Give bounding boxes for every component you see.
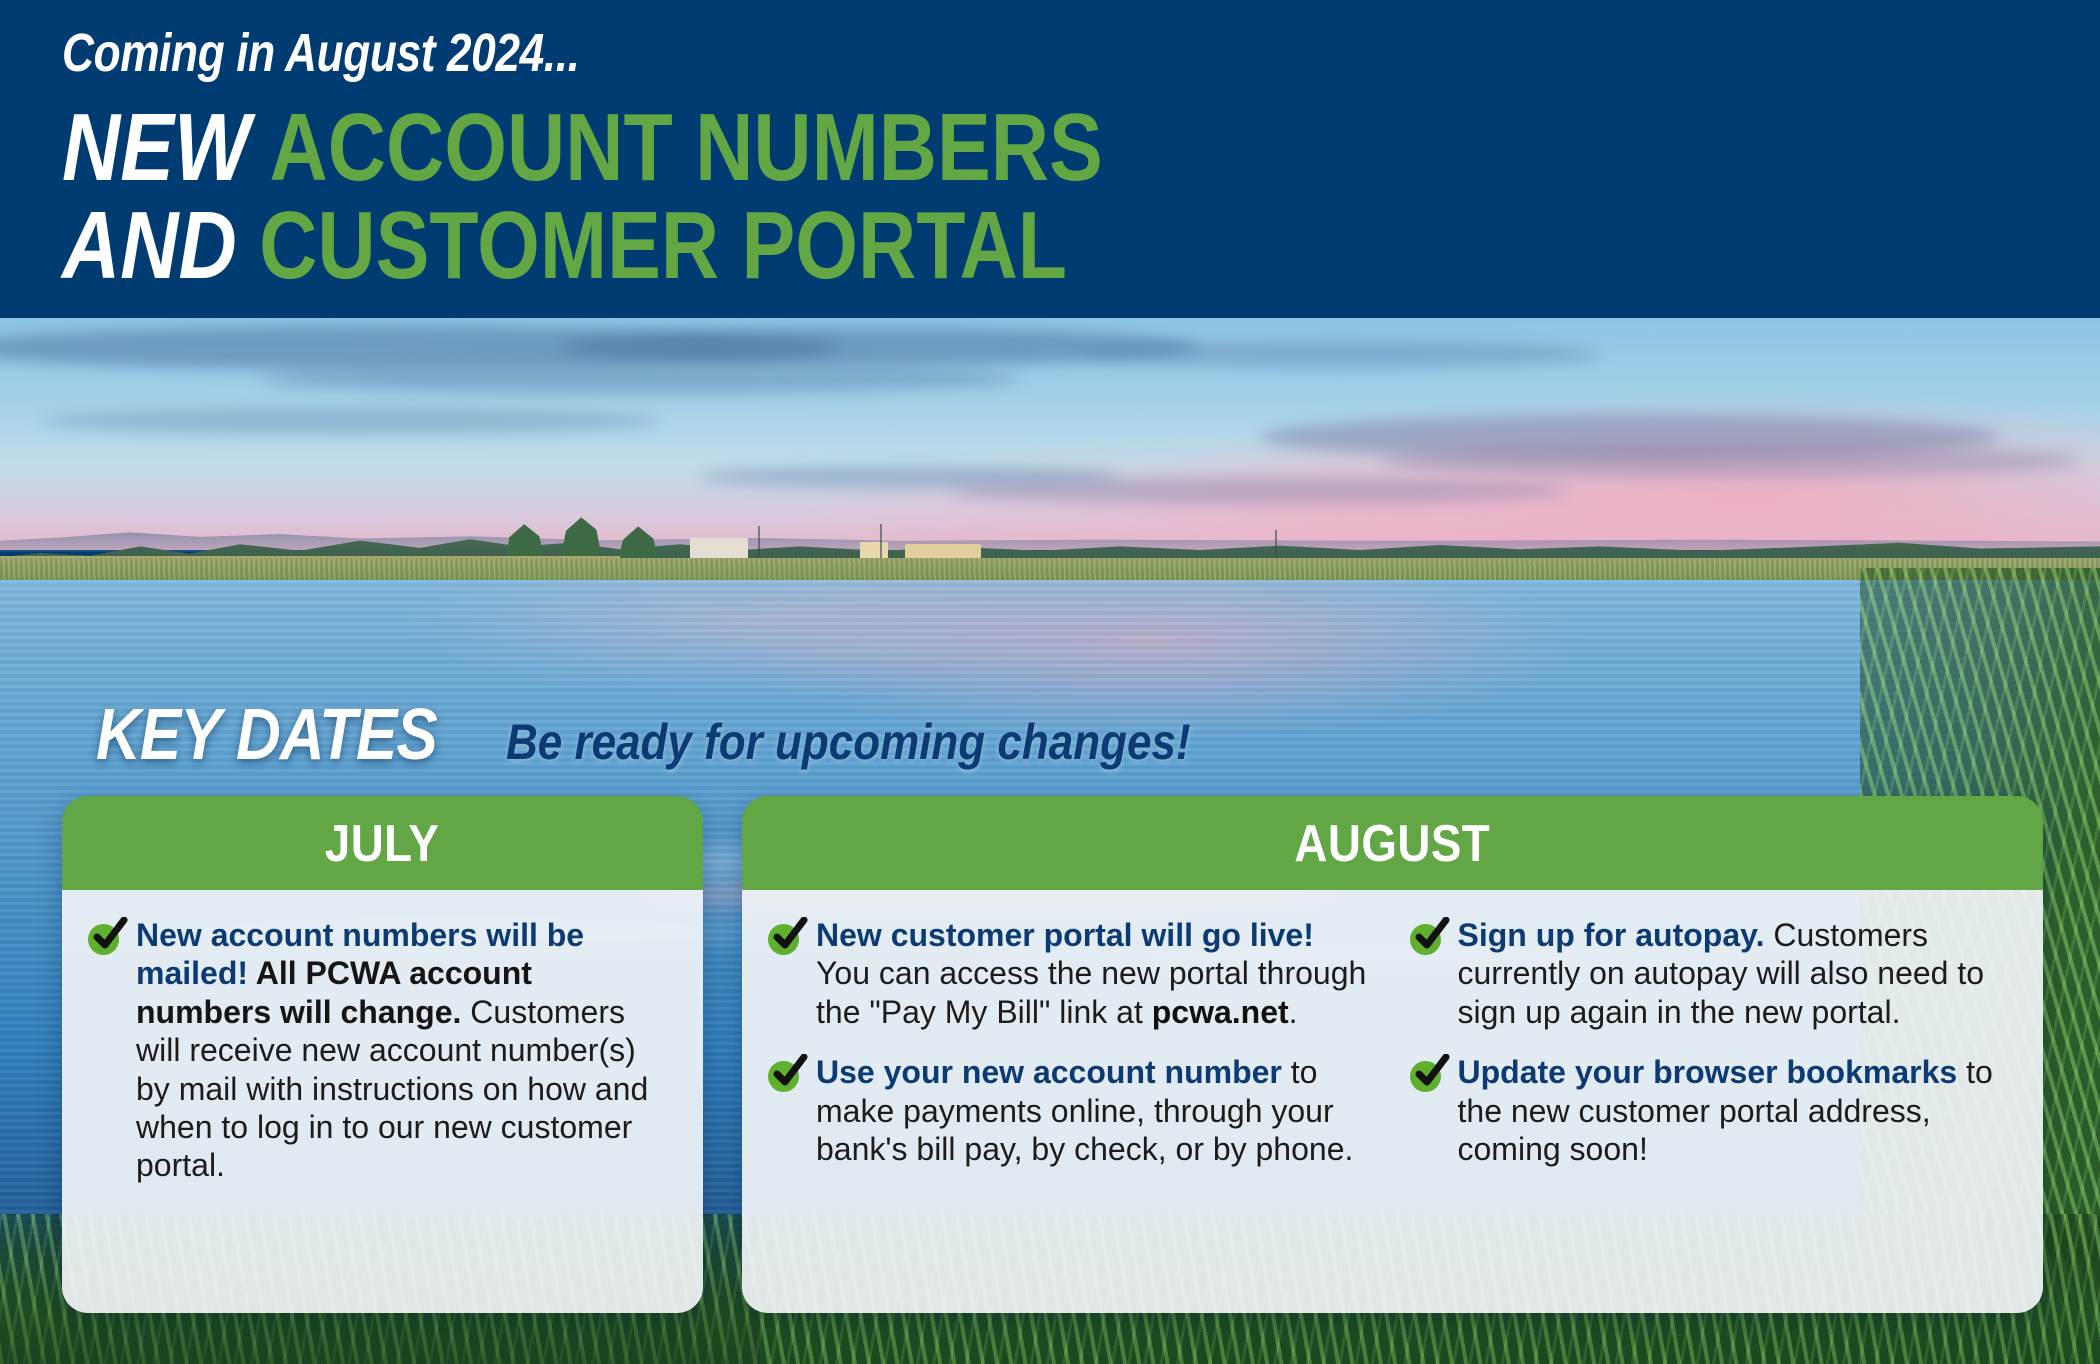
check-icon	[1409, 917, 1449, 958]
utility-pole	[880, 524, 882, 562]
august-column-1: New customer portal will go live! You ca…	[768, 916, 1372, 1168]
list-item: New customer portal will go live! You ca…	[768, 916, 1372, 1031]
headline-new: NEW	[62, 94, 251, 201]
utility-pole	[758, 526, 760, 562]
august-month-label: AUGUST	[1294, 815, 1491, 873]
bullet-text: Use your new account number to make paym…	[816, 1053, 1372, 1168]
bullet-rest: You can access the new portal through th…	[816, 955, 1367, 1030]
pcwa-net-text: pcwa.net	[1151, 993, 1289, 1030]
bullet-lead: Update your browser bookmarks	[1457, 1054, 1958, 1091]
check-icon	[1409, 1054, 1449, 1095]
bullet-text: Update your browser bookmarks to the new…	[1458, 1053, 2014, 1168]
key-dates-subtitle: Be ready for upcoming changes!	[506, 714, 1192, 770]
list-item: Use your new account number to make paym…	[768, 1053, 1372, 1168]
bullet-text: New account numbers will be mailed! All …	[136, 916, 673, 1185]
bullet-rest: Customers will receive new account numbe…	[136, 993, 649, 1184]
list-item: New account numbers will be mailed! All …	[88, 916, 673, 1185]
utility-pole	[1275, 530, 1277, 562]
july-card-header: JULY	[62, 796, 703, 890]
bullet-lead: Use your new account number	[816, 1054, 1282, 1091]
august-card: AUGUST New customer portal will go live!…	[742, 796, 2043, 1313]
bullet-rest: Customers currently on autopay will also…	[1457, 917, 1985, 1030]
bullet-rest: to make payments online, through your ba…	[816, 1054, 1354, 1167]
list-item: Sign up for autopay. Customers currently…	[1409, 916, 2014, 1031]
august-card-body: New customer portal will go live! You ca…	[742, 890, 2043, 1313]
bullet-semi: All PCWA account numbers will change.	[136, 955, 532, 1030]
headline-and: AND	[62, 192, 237, 299]
sky-region	[0, 318, 2100, 550]
bullet-text: New customer portal will go live! You ca…	[816, 916, 1372, 1031]
check-icon	[768, 917, 808, 958]
headline-customer-portal: CUSTOMER PORTAL	[259, 192, 1068, 299]
july-card-body: New account numbers will be mailed! All …	[62, 890, 703, 1313]
bullet-lead: New account numbers will be mailed!	[136, 917, 585, 992]
banner-headline-line1: NEW ACCOUNT NUMBERS	[62, 100, 1103, 196]
header-banner: Coming in August 2024... NEW ACCOUNT NUM…	[0, 0, 2100, 318]
july-card: JULY New account numbers will be mailed!…	[62, 796, 703, 1313]
key-dates-title: KEY DATES	[96, 695, 438, 775]
banner-kicker: Coming in August 2024...	[62, 23, 580, 83]
check-icon	[768, 1054, 808, 1095]
july-column-1: New account numbers will be mailed! All …	[88, 916, 673, 1185]
headline-account-numbers: ACCOUNT NUMBERS	[269, 94, 1103, 201]
august-column-2: Sign up for autopay. Customers currently…	[1409, 916, 2014, 1168]
bullet-lead: New customer portal will go live!	[816, 917, 1314, 953]
bullet-lead: Sign up for autopay.	[1457, 917, 1765, 953]
august-card-header: AUGUST	[742, 796, 2043, 890]
banner-headline-line2: AND CUSTOMER PORTAL	[62, 198, 1067, 294]
key-dates-heading: KEY DATES Be ready for upcoming changes!	[96, 694, 1284, 776]
bullet-rest: to the new customer portal address, comi…	[1457, 1054, 1993, 1167]
list-item: Update your browser bookmarks to the new…	[1409, 1053, 2014, 1168]
bullet-text: Sign up for autopay. Customers currently…	[1458, 916, 2014, 1031]
check-icon	[88, 917, 128, 958]
bullet-tail-end: .	[1288, 993, 1298, 1030]
july-month-label: JULY	[325, 815, 440, 873]
